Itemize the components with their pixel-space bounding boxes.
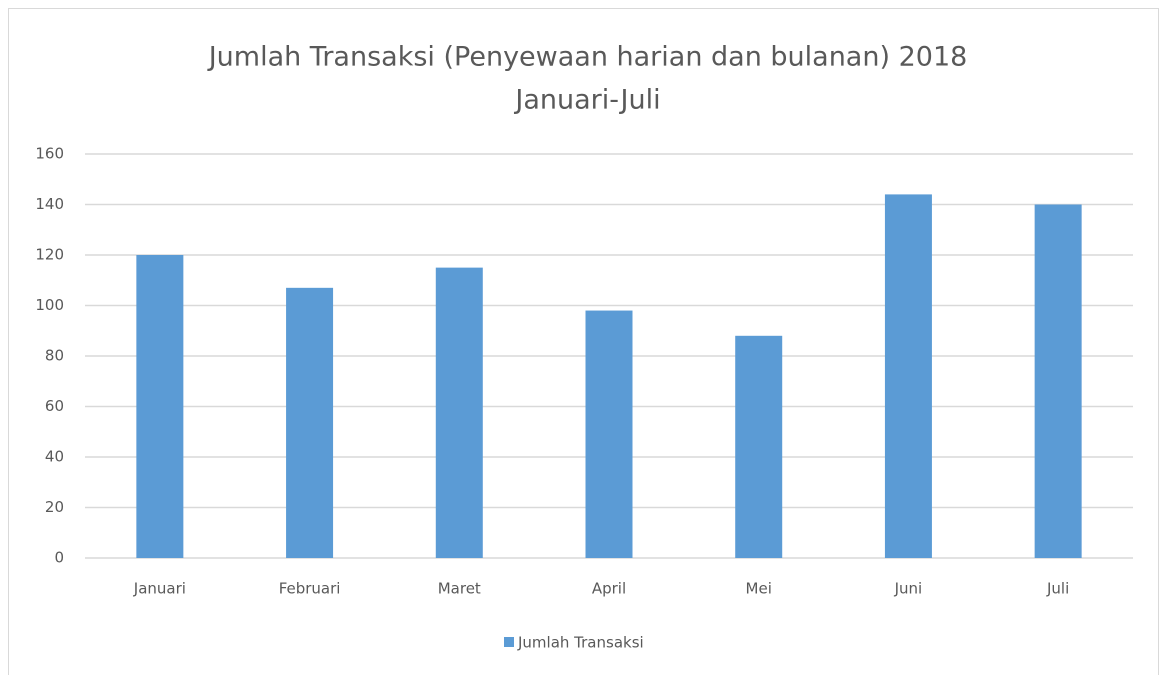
- y-tick-label: 100: [35, 296, 64, 314]
- y-tick-label: 20: [45, 498, 64, 516]
- bar: [435, 267, 483, 558]
- legend-swatch: [504, 637, 514, 647]
- x-tick-label: April: [592, 580, 626, 598]
- legend-label: Jumlah Transaksi: [517, 634, 644, 652]
- x-tick-label: Februari: [279, 580, 341, 598]
- x-tick-label: Juli: [1046, 580, 1069, 598]
- y-tick-label: 160: [35, 145, 64, 163]
- x-tick-label: Maret: [438, 580, 481, 598]
- x-tick-label: Mei: [746, 580, 772, 598]
- y-tick-label: 0: [54, 549, 64, 567]
- bar: [1034, 204, 1082, 558]
- chart-border: [8, 8, 1159, 675]
- bar: [286, 287, 334, 558]
- y-tick-label: 60: [45, 397, 64, 415]
- bar: [884, 194, 932, 558]
- chart-title: Jumlah Transaksi (Penyewaan harian dan b…: [207, 42, 968, 73]
- bar: [735, 335, 783, 558]
- bar: [136, 255, 184, 558]
- y-tick-label: 120: [35, 246, 64, 264]
- y-tick-label: 140: [35, 195, 64, 213]
- y-tick-label: 40: [45, 448, 64, 466]
- x-tick-label: Juni: [894, 580, 923, 598]
- y-tick-label: 80: [45, 347, 64, 365]
- bar: [585, 310, 633, 558]
- chart-subtitle: Januari-Juli: [513, 85, 660, 116]
- x-tick-label: Januari: [133, 580, 186, 598]
